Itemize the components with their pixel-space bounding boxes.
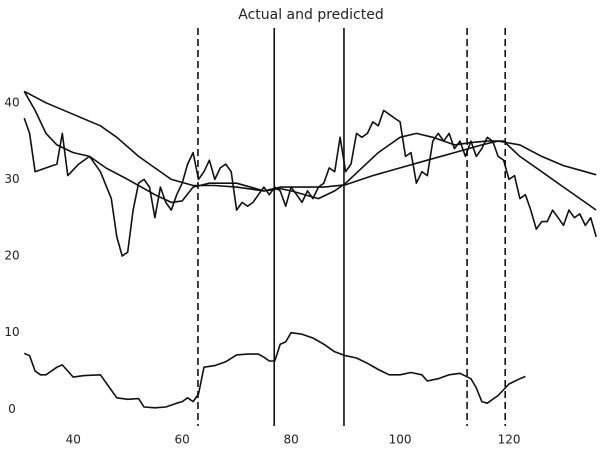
y-tick-label: 40: [4, 95, 19, 109]
series-line: [23, 90, 597, 192]
x-tick-label: 40: [66, 433, 81, 447]
chart-title: Actual and predicted: [238, 7, 384, 23]
series-line: [23, 109, 597, 257]
x-tick-label: 80: [283, 433, 298, 447]
series-line: [23, 331, 526, 409]
series-line: [23, 90, 597, 211]
y-tick-label: 30: [4, 172, 19, 186]
x-tick-label: 100: [389, 433, 412, 447]
x-tick-label: 120: [498, 433, 521, 447]
y-tick-label: 0: [8, 402, 16, 416]
y-tick-label: 20: [4, 249, 19, 263]
y-tick-label: 10: [4, 325, 19, 339]
x-tick-label: 60: [175, 433, 190, 447]
